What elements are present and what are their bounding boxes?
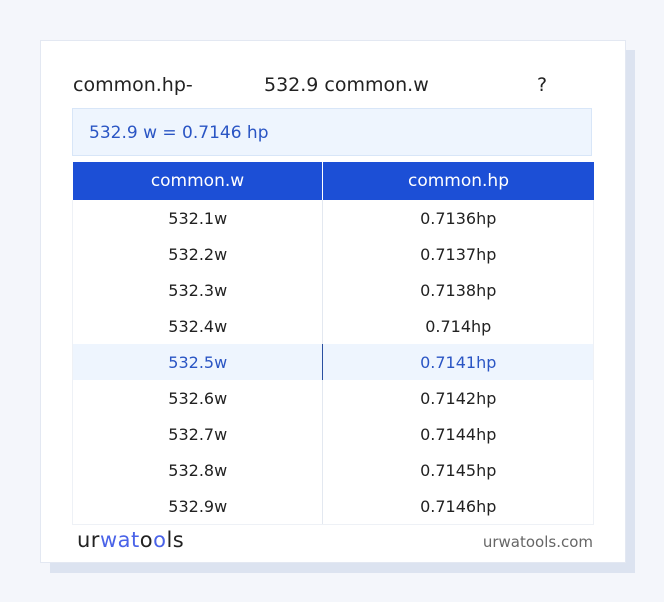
hp-cell: 0.7136hp [322,200,594,236]
watts-cell: 532.9w [71,488,324,525]
conversion-table: common.w common.hp 532.1w 0.7136hp 532.2w 0… [71,162,594,525]
help-icon[interactable]: ? [537,74,548,96]
table-row: 532.1w 0.7136hp [71,200,594,236]
hp-cell: 0.7146hp [322,488,594,525]
watts-cell: 532.3w [71,272,324,308]
result-box: 532.9 w = 0.7146 hp [72,108,592,156]
watts-cell: 532.1w [71,200,324,236]
converter-card: common.hp- 532.9 common.w ? 532.9 w = 0.… [40,40,626,563]
watts-cell: 532.2w [71,236,324,272]
hp-cell: 0.7145hp [322,452,594,488]
value-label: 532.9 common.w [264,74,429,96]
urwatools-logo[interactable]: urwatools [77,528,185,552]
column-header-hp: common.hp [322,162,594,200]
hp-cell: 0.7142hp [322,380,594,416]
table-row: 532.9w 0.7146hp [71,488,594,525]
hp-cell: 0.7137hp [322,236,594,272]
from-unit-label: common.hp- [73,74,193,96]
hp-cell: 0.714hp [322,308,594,344]
table-row: 532.5w 0.7141hp [71,344,594,380]
watts-cell: 532.7w [71,416,324,452]
table-row: 532.4w 0.714hp [71,308,594,344]
watts-cell: 532.4w [71,308,324,344]
table-row: 532.8w 0.7145hp [71,452,594,488]
hp-cell: 0.7138hp [322,272,594,308]
hp-cell: 0.7141hp [322,344,594,380]
table-row: 532.6w 0.7142hp [71,380,594,416]
table-row: 532.7w 0.7144hp [71,416,594,452]
site-link[interactable]: urwatools.com [482,533,593,551]
hp-cell: 0.7144hp [322,416,594,452]
watts-cell: 532.5w [71,344,324,380]
table-row: 532.2w 0.7137hp [71,236,594,272]
table-row: 532.3w 0.7138hp [71,272,594,308]
watts-cell: 532.6w [71,380,324,416]
column-header-w: common.w [72,162,324,200]
conversion-title: common.hp- 532.9 common.w ? [73,74,593,100]
watts-cell: 532.8w [71,452,324,488]
